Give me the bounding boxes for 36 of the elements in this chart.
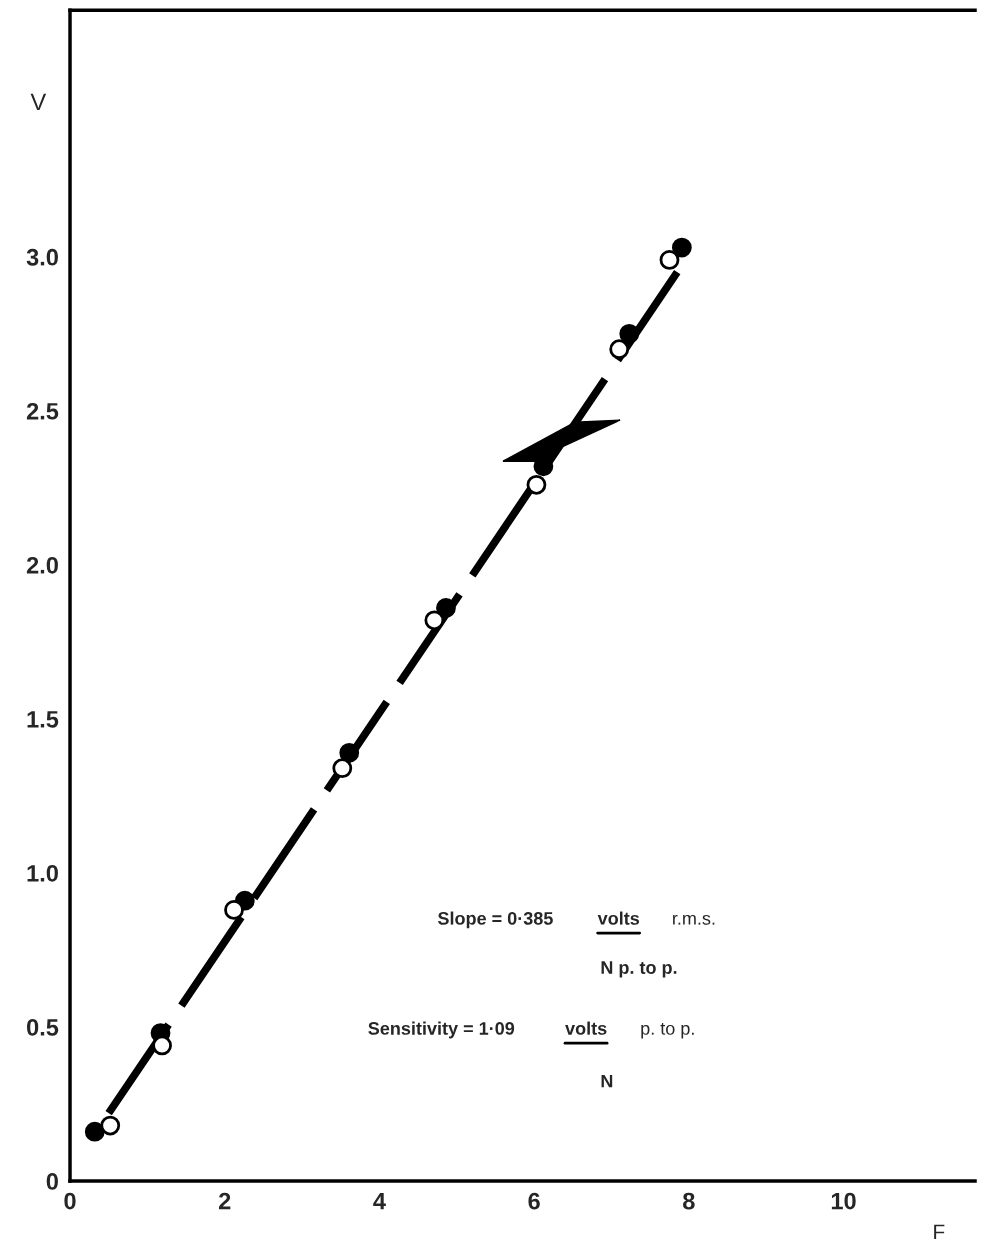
point bbox=[332, 758, 353, 779]
point bbox=[609, 339, 630, 360]
point bbox=[152, 1035, 172, 1056]
point bbox=[424, 610, 445, 631]
x-tick-label: 2 bbox=[218, 1192, 231, 1210]
annotation: N bbox=[601, 1074, 613, 1088]
annotation: volts bbox=[597, 911, 640, 925]
x-tick-label: 6 bbox=[528, 1192, 540, 1210]
y-tick-label: 0 bbox=[46, 1173, 58, 1190]
annotation: p. to p. bbox=[641, 1022, 694, 1039]
point bbox=[224, 900, 244, 920]
x-axis-title: F bbox=[934, 1224, 945, 1240]
point bbox=[619, 323, 640, 344]
point bbox=[526, 474, 547, 495]
x-tick-label: 10 bbox=[831, 1192, 856, 1210]
y-axis-title: V bbox=[30, 93, 47, 111]
y-tick-label: 0.5 bbox=[27, 1019, 59, 1036]
point bbox=[659, 249, 680, 270]
annotation: r.m.s. bbox=[673, 914, 715, 925]
x-tick-label: 8 bbox=[683, 1192, 695, 1210]
annotation: volts bbox=[565, 1021, 607, 1035]
x-tick-label: 0 bbox=[64, 1192, 76, 1210]
y-tick-label: 1.0 bbox=[27, 864, 58, 882]
y-tick-label: 2.0 bbox=[26, 556, 58, 574]
annotation: N p. to p. bbox=[601, 961, 677, 978]
y-tick-label: 1.5 bbox=[27, 711, 59, 728]
point bbox=[671, 237, 692, 258]
point bbox=[84, 1121, 105, 1142]
annotation: Slope = 0·385 bbox=[437, 911, 553, 929]
y-tick-label: 3.0 bbox=[26, 248, 58, 266]
point bbox=[100, 1115, 121, 1136]
point bbox=[436, 598, 456, 618]
y-tick-label: 2.5 bbox=[26, 402, 59, 420]
annotation: Sensitivity = 1·09 bbox=[368, 1021, 515, 1039]
point bbox=[339, 742, 360, 763]
x-tick-label: 4 bbox=[373, 1192, 386, 1210]
